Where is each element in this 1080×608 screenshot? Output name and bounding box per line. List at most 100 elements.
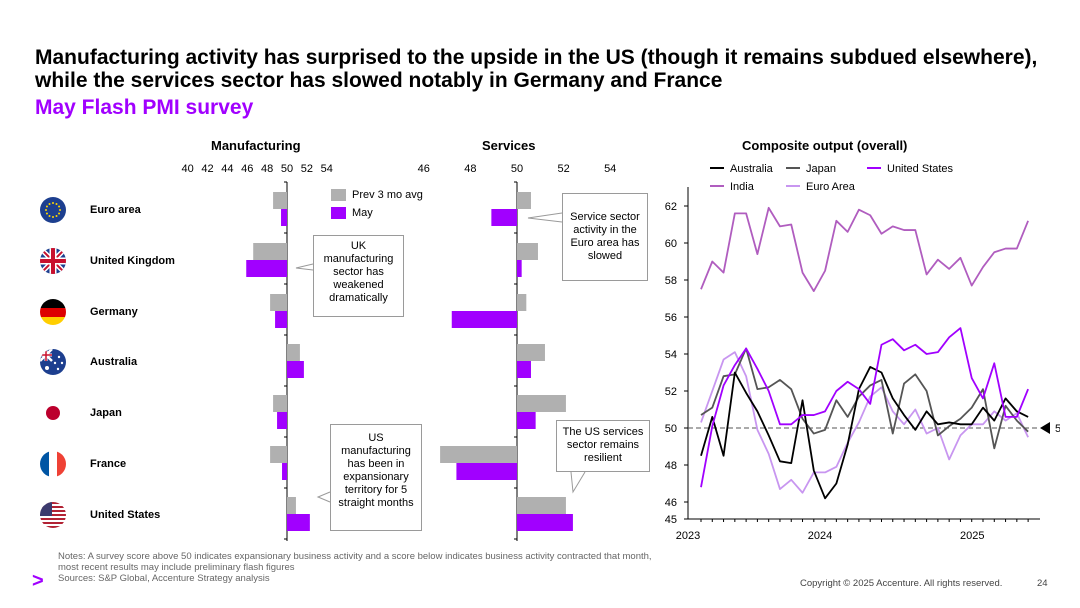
manufacturing-bar-may — [287, 361, 304, 378]
composite-x-tick-label: 2023 — [676, 530, 700, 542]
services-tick-label: 54 — [604, 163, 617, 175]
manufacturing-bar-prev — [253, 243, 287, 260]
country-name: Japan — [90, 407, 122, 419]
euro-callout-pointer — [527, 212, 563, 223]
composite-x-tick-label: 2025 — [960, 530, 984, 542]
sources: Sources: S&P Global, Accenture Strategy … — [58, 573, 270, 584]
us-services-callout: The US services sector remains resilient — [556, 420, 650, 472]
country-name: Australia — [90, 356, 138, 368]
legend-prev-label: Prev 3 mo avg — [352, 189, 423, 201]
services-bar-may — [517, 361, 531, 378]
composite-y-tick-label: 62 — [665, 201, 677, 213]
manufacturing-bar-prev — [273, 395, 287, 412]
services-bar-prev — [517, 192, 531, 209]
manufacturing-tick-label: 46 — [241, 163, 254, 175]
services-tick-label: 46 — [417, 163, 430, 175]
services-bar-may — [517, 260, 522, 277]
manufacturing-bar-prev — [270, 446, 287, 463]
reference-label: 50 — [1055, 423, 1060, 435]
country-row: United Kingdom — [40, 248, 175, 274]
country-row: Japan — [40, 400, 122, 426]
series-line-india — [700, 206, 1029, 293]
copyright: Copyright © 2025 Accenture. All rights r… — [800, 578, 1003, 589]
services-bar-prev — [517, 497, 566, 514]
composite-y-tick-label: 50 — [665, 423, 677, 435]
series-line-japan — [700, 347, 1029, 450]
legend-prev: Prev 3 mo avg — [331, 189, 423, 201]
manufacturing-bar-prev — [287, 497, 296, 514]
manufacturing-bar-may — [287, 514, 310, 531]
legend-may-label: May — [352, 207, 373, 219]
manufacturing-tick-label: 54 — [320, 163, 333, 175]
eu-flag-icon — [40, 197, 66, 223]
services-bar-may — [456, 463, 517, 480]
manufacturing-tick-label: 44 — [221, 163, 234, 175]
country-row: Germany — [40, 299, 138, 325]
country-name: Germany — [90, 306, 138, 318]
country-row: United States — [40, 502, 160, 528]
manufacturing-bar-may — [275, 311, 287, 328]
composite-line-chart: 45 46 48 50 52 54 56 58 60 62 2023 2024 2025 50 Austra… — [665, 163, 1060, 542]
composite-y-tick-label: 48 — [665, 460, 677, 472]
manufacturing-bar-may — [282, 463, 287, 480]
country-row: France — [40, 451, 126, 477]
series-line-united-states — [700, 327, 1029, 488]
services-tick-label: 48 — [464, 163, 477, 175]
services-tick-label: 52 — [557, 163, 570, 175]
uk-callout: UK manufacturing sector has weakened dra… — [313, 235, 404, 317]
accenture-logo: > — [32, 570, 44, 592]
country-name: Euro area — [90, 204, 141, 216]
country-name: France — [90, 458, 127, 470]
manufacturing-bar-prev — [273, 192, 287, 209]
manufacturing-bar-may — [281, 209, 287, 226]
page-subtitle: May Flash PMI survey — [35, 96, 254, 119]
composite-legend-label: India — [730, 181, 755, 193]
composite-y-tick-label: 58 — [665, 275, 677, 287]
bar-charts — [246, 181, 586, 541]
footnotes: Notes: A survey score above 50 indicates… — [58, 551, 652, 584]
notes-line-2: most recent results may include prelimin… — [58, 562, 295, 573]
composite-x-tick-label: 2024 — [808, 530, 832, 542]
manufacturing-bar-may — [246, 260, 287, 277]
manufacturing-tick-label: 40 — [181, 163, 194, 175]
composite-y-tick-label: 60 — [665, 238, 677, 250]
services-bar-may — [451, 311, 517, 328]
legend-may-swatch — [331, 207, 346, 219]
manufacturing-panel-title: Manufacturing — [211, 138, 301, 153]
page-title: Manufacturing activity has surprised to … — [35, 46, 1038, 92]
composite-y-tick-label: 56 — [665, 312, 677, 324]
manufacturing-bar-prev — [270, 294, 287, 311]
services-bar-prev — [517, 243, 538, 260]
manufacturing-tick-label: 48 — [260, 163, 274, 175]
series-line-euro-area — [700, 351, 1029, 494]
country-row: Australia — [40, 349, 137, 375]
services-panel-title: Services — [482, 138, 536, 153]
series-line-australia — [700, 366, 1029, 500]
us-services-callout-pointer — [570, 471, 586, 494]
composite-legend-label: Euro Area — [806, 181, 856, 193]
us-callout-pointer — [316, 491, 331, 503]
services-bar-may — [517, 412, 536, 429]
notes-line-1: Notes: A survey score above 50 indicates… — [58, 551, 652, 562]
france-flag-icon — [40, 451, 66, 477]
japan-flag-icon — [40, 400, 66, 426]
composite-legend-label: Australia — [730, 163, 774, 175]
uk-callout-pointer — [295, 263, 314, 271]
reference-marker-icon — [1040, 422, 1050, 434]
services-bar-may — [491, 209, 517, 226]
manufacturing-bar-prev — [287, 344, 300, 361]
us-callout: US manufacturing has been in expansionar… — [330, 424, 422, 531]
manufacturing-tick-label: 50 — [280, 163, 294, 175]
germany-flag-icon — [40, 299, 66, 325]
country-name: United States — [90, 509, 161, 521]
country-row: Euro area — [40, 197, 141, 223]
services-bar-prev — [517, 344, 545, 361]
euro-services-callout: Service sector activity in the Euro area… — [562, 193, 648, 281]
services-tick-label: 50 — [510, 163, 524, 175]
manufacturing-tick-label: 52 — [300, 163, 313, 175]
country-name: United Kingdom — [90, 255, 175, 267]
page-number: 24 — [1037, 578, 1048, 589]
usa-flag-icon — [40, 502, 66, 528]
legend-may: May — [331, 207, 373, 219]
legend-prev-swatch — [331, 189, 346, 201]
